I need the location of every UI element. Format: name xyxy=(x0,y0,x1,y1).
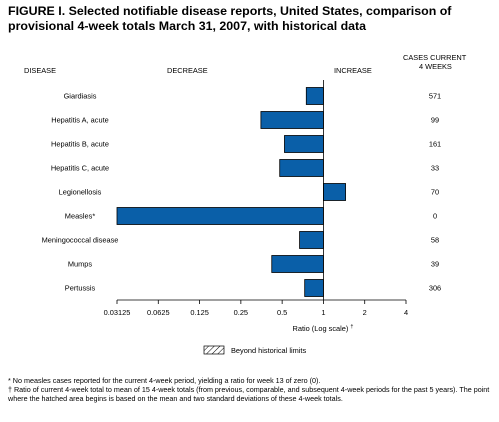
footnote-dagger: † Ratio of current 4-week total to mean … xyxy=(8,385,490,403)
bars-layer xyxy=(116,87,346,297)
x-tick-label: 0.5 xyxy=(277,308,287,317)
case-count: 58 xyxy=(431,236,439,245)
increase-header: INCREASE xyxy=(334,66,372,75)
bar-2 xyxy=(284,135,324,153)
footnotes: * No measles cases reported for the curr… xyxy=(8,376,494,403)
bar-0 xyxy=(305,87,324,105)
x-tick-label: 1 xyxy=(321,308,325,317)
category-label: Pertussis xyxy=(65,284,96,293)
bar-3 xyxy=(279,159,324,177)
bar-1 xyxy=(260,111,324,129)
bar-7 xyxy=(271,255,324,273)
x-tick-label: 0.03125 xyxy=(104,308,131,317)
case-count: 0 xyxy=(433,212,437,221)
bar-4 xyxy=(323,183,346,201)
legend-hatch-swatch xyxy=(203,345,225,355)
disease-column-header: DISEASE xyxy=(24,66,57,75)
legend-label: Beyond historical limits xyxy=(231,346,306,355)
x-tick-label: 4 xyxy=(404,308,408,317)
bar-5 xyxy=(116,207,324,225)
figure-title: FIGURE I. Selected notifiable disease re… xyxy=(8,4,452,33)
ratio-bar-chart: 0.03125 0.0625 0.125 0.25 0.5 1 2 4 Giardiasis H… xyxy=(42,80,441,355)
x-tick-label: 0.0625 xyxy=(147,308,170,317)
legend: Beyond historical limits xyxy=(203,345,306,355)
x-tick-label: 0.25 xyxy=(234,308,248,317)
category-label: Hepatitis A, acute xyxy=(51,116,109,125)
bar-6 xyxy=(299,231,324,249)
case-count: 70 xyxy=(431,188,439,197)
case-count: 571 xyxy=(429,92,441,101)
cases-header-line2: 4 WEEKS xyxy=(419,62,452,71)
category-label: Meningococcal disease xyxy=(42,236,119,245)
category-label: Giardiasis xyxy=(64,92,97,101)
case-count: 39 xyxy=(431,260,439,269)
case-count: 306 xyxy=(429,284,441,293)
case-count: 161 xyxy=(429,140,441,149)
category-label: Measles* xyxy=(65,212,96,221)
category-labels: Giardiasis Hepatitis A, acute Hepatitis B,… xyxy=(42,92,119,293)
case-counts: 571 99 161 33 70 0 58 39 306 xyxy=(429,92,441,293)
case-count: 33 xyxy=(431,164,439,173)
case-count: 99 xyxy=(431,116,439,125)
x-tick-label: 0.125 xyxy=(190,308,209,317)
category-label: Mumps xyxy=(68,260,93,269)
category-label: Hepatitis B, acute xyxy=(51,140,109,149)
category-label: Hepatitis C, acute xyxy=(51,164,109,173)
bar-8 xyxy=(304,279,324,297)
x-tick-label: 2 xyxy=(363,308,367,317)
x-axis: 0.03125 0.0625 0.125 0.25 0.5 1 2 4 xyxy=(104,80,408,317)
footnote-star: * No measles cases reported for the curr… xyxy=(8,376,321,385)
cases-header-line1: CASES CURRENT xyxy=(403,53,467,62)
decrease-header: DECREASE xyxy=(167,66,208,75)
x-axis-label: Ratio (Log scale) † xyxy=(293,324,354,333)
category-label: Legionellosis xyxy=(59,188,102,197)
